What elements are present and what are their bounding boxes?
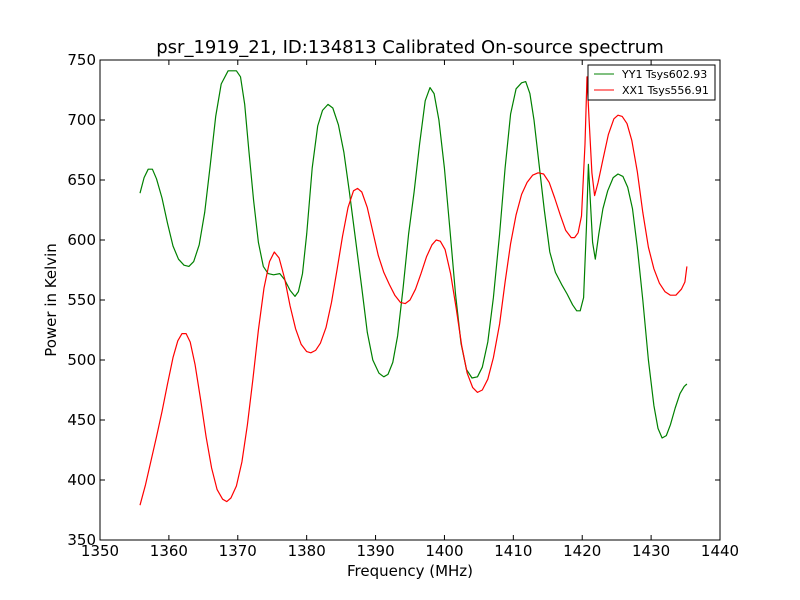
chart-title: psr_1919_21, ID:134813 Calibrated On-sou… (156, 37, 664, 58)
y-tick-label: 750 (67, 51, 96, 69)
y-tick-label: 350 (67, 531, 96, 549)
x-tick-label: 1360 (150, 542, 188, 560)
legend-box (587, 64, 716, 101)
x-tick-label: 1430 (632, 542, 670, 560)
legend-label-xx1: XX1 Tsys556.91 (622, 84, 709, 97)
y-tick-label: 700 (67, 111, 96, 129)
x-axis-label: Frequency (MHz) (347, 562, 473, 580)
tick-layer: 1350 1360 1370 1380 1390 1400 1410 1420 1430 1440… (67, 51, 739, 560)
y-tick-label: 650 (67, 171, 96, 189)
series-layer (139, 70, 688, 506)
y-tick-label: 450 (67, 411, 96, 429)
legend: YY1 Tsys602.93 XX1 Tsys556.91 (587, 64, 716, 101)
y-tick-label: 550 (67, 291, 96, 309)
x-tick-label: 1400 (425, 542, 463, 560)
y-tick-label: 500 (67, 351, 96, 369)
x-tick-label: 1350 (81, 542, 119, 560)
y-tick-label: 600 (67, 231, 96, 249)
legend-label-yy1: YY1 Tsys602.93 (621, 68, 707, 81)
x-tick-label: 1390 (356, 542, 394, 560)
series-line-xx1 (139, 76, 688, 506)
y-axis-label: Power in Kelvin (42, 243, 60, 357)
y-tick-label: 400 (67, 471, 96, 489)
series-line-yy1 (139, 70, 688, 439)
x-tick-label: 1380 (288, 542, 326, 560)
plot-area: 1350 1360 1370 1380 1390 1400 1410 1420 1430 1440… (67, 51, 739, 560)
x-tick-label: 1420 (563, 542, 601, 560)
x-tick-label: 1440 (701, 542, 739, 560)
x-tick-label: 1410 (494, 542, 532, 560)
x-tick-label: 1370 (219, 542, 257, 560)
